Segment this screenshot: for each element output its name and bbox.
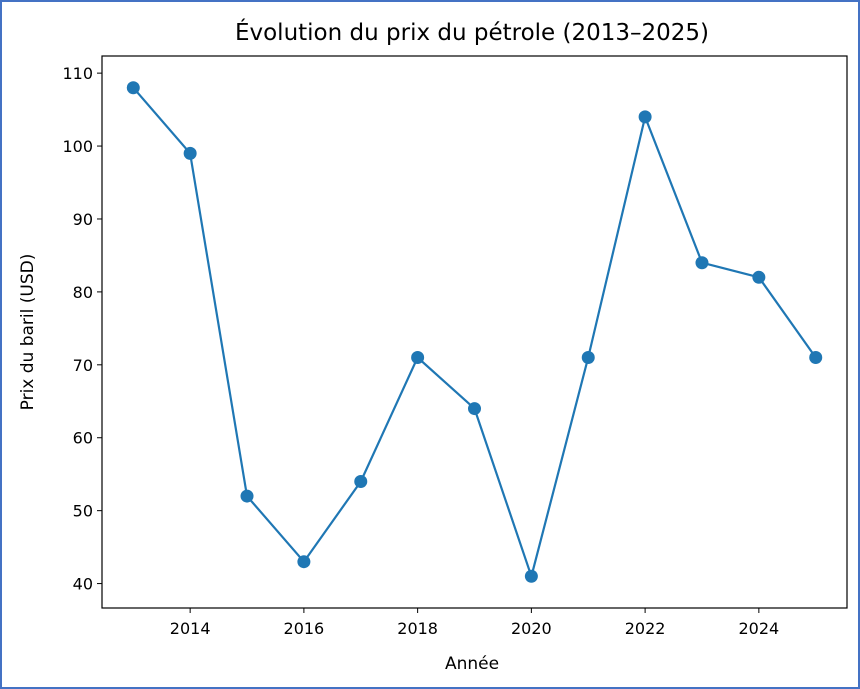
y-tick-label: 50 bbox=[73, 502, 93, 521]
y-tick-label: 90 bbox=[73, 210, 93, 229]
plot-area bbox=[101, 55, 848, 609]
y-tick-label: 110 bbox=[62, 64, 93, 83]
data-point bbox=[752, 270, 766, 284]
data-point bbox=[411, 351, 425, 365]
y-axis: 40 50 60 70 80 90 100 110 bbox=[62, 64, 102, 594]
data-point bbox=[809, 351, 823, 365]
data-point bbox=[638, 110, 652, 124]
y-tick-label: 60 bbox=[73, 429, 93, 448]
x-tick-label: 2022 bbox=[625, 619, 666, 638]
data-point bbox=[468, 402, 481, 416]
x-axis: 2014 2016 2018 2020 2022 2024 bbox=[170, 608, 779, 638]
data-point bbox=[240, 489, 254, 503]
x-tick-label: 2024 bbox=[738, 619, 779, 638]
x-tick-label: 2014 bbox=[170, 619, 211, 638]
data-point bbox=[524, 569, 538, 583]
x-tick-label: 2016 bbox=[284, 619, 325, 638]
data-point bbox=[354, 474, 368, 488]
y-axis-label: Prix du baril (USD) bbox=[18, 254, 38, 411]
chart-title: Évolution du prix du pétrole (2013–2025) bbox=[235, 18, 709, 46]
x-tick-label: 2020 bbox=[511, 619, 552, 638]
data-point bbox=[581, 351, 595, 365]
x-axis-label: Année bbox=[445, 654, 499, 674]
data-point bbox=[695, 256, 709, 270]
y-tick-label: 80 bbox=[73, 283, 93, 302]
y-tick-label: 40 bbox=[73, 575, 93, 594]
series-line bbox=[132, 86, 817, 578]
x-tick-label: 2018 bbox=[397, 619, 438, 638]
series-layer bbox=[126, 81, 823, 583]
data-point bbox=[126, 81, 140, 95]
y-tick-label: 100 bbox=[62, 137, 93, 156]
y-tick-label: 70 bbox=[73, 356, 93, 375]
data-point bbox=[297, 555, 311, 569]
data-point bbox=[183, 146, 197, 160]
